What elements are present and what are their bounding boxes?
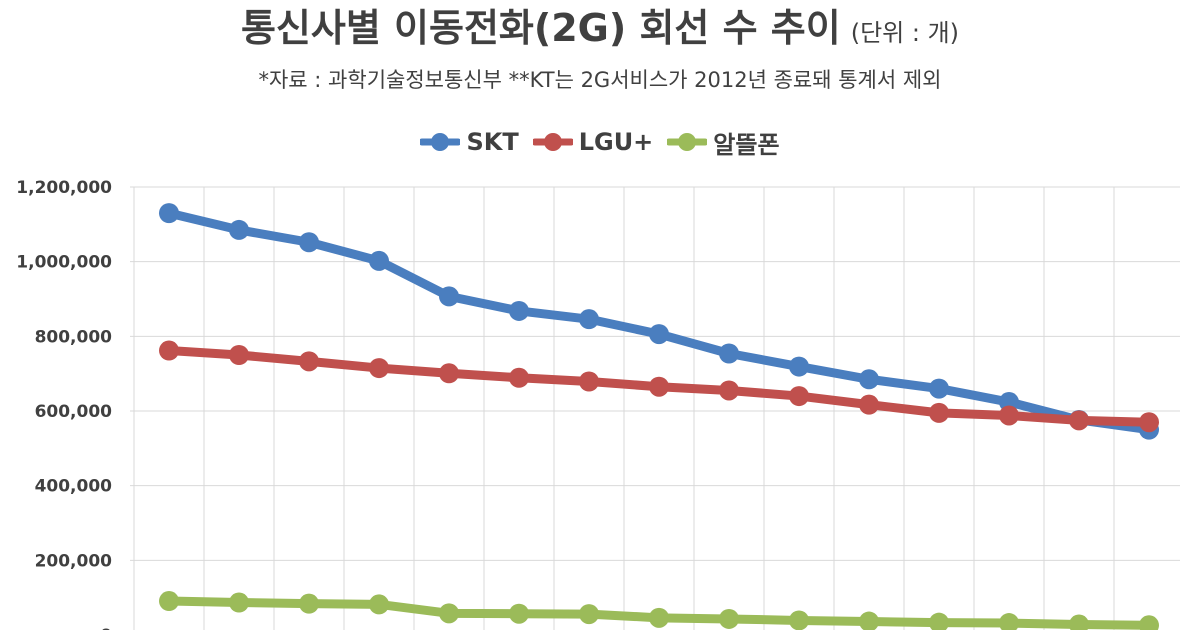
legend-marker-lgu bbox=[543, 133, 562, 151]
legend-item-mvno: 알뜰폰 bbox=[667, 125, 780, 160]
data-point-mvno bbox=[789, 610, 809, 630]
y-tick-label: 600,000 bbox=[35, 402, 113, 422]
data-point-lgu bbox=[159, 340, 179, 361]
data-point-lgu bbox=[1069, 410, 1089, 431]
data-point-skt bbox=[229, 219, 249, 240]
data-point-mvno bbox=[1069, 614, 1089, 630]
legend-swatch-skt bbox=[420, 133, 461, 151]
data-point-lgu bbox=[859, 394, 879, 415]
y-tick-label: 0 bbox=[100, 626, 112, 630]
data-point-skt bbox=[579, 309, 599, 330]
data-point-mvno bbox=[1139, 615, 1159, 630]
data-point-skt bbox=[159, 203, 179, 224]
data-point-mvno bbox=[299, 593, 319, 614]
legend-label-mvno: 알뜰폰 bbox=[713, 130, 780, 159]
data-point-lgu bbox=[369, 358, 389, 379]
legend-item-skt: SKT bbox=[420, 128, 519, 156]
data-point-lgu bbox=[649, 376, 669, 397]
chart-legend: SKT LGU+ 알뜰폰 bbox=[0, 120, 1200, 164]
data-point-mvno bbox=[509, 603, 529, 624]
data-point-lgu bbox=[299, 351, 319, 372]
data-point-mvno bbox=[859, 611, 879, 630]
unit-label: (단위 : 개) bbox=[850, 19, 960, 47]
data-point-mvno bbox=[999, 613, 1019, 630]
data-point-lgu bbox=[719, 380, 739, 401]
y-tick-label: 200,000 bbox=[35, 551, 113, 571]
data-point-lgu bbox=[579, 371, 599, 392]
legend-label-skt: SKT bbox=[466, 128, 519, 156]
y-tick-label: 800,000 bbox=[35, 327, 113, 347]
data-point-mvno bbox=[929, 612, 949, 630]
data-point-skt bbox=[789, 356, 809, 377]
data-point-mvno bbox=[369, 594, 389, 615]
data-point-skt bbox=[929, 378, 949, 399]
legend-marker-skt bbox=[431, 133, 450, 151]
data-point-skt bbox=[719, 343, 739, 364]
data-point-skt bbox=[859, 369, 879, 390]
data-point-lgu bbox=[439, 363, 459, 384]
legend-marker-mvno bbox=[678, 133, 697, 151]
data-point-skt bbox=[299, 232, 319, 253]
data-point-lgu bbox=[229, 345, 249, 365]
data-point-lgu bbox=[999, 405, 1019, 426]
data-point-lgu bbox=[789, 386, 809, 407]
chart-subtitle: *자료 : 과학기술정보통신부 **KT는 2G서비스가 2012년 종료돼 통… bbox=[258, 68, 942, 92]
data-point-lgu bbox=[929, 402, 949, 423]
legend-swatch-mvno bbox=[667, 133, 708, 151]
legend-item-lgu: LGU+ bbox=[532, 128, 654, 156]
data-point-skt bbox=[509, 300, 529, 321]
chart-header: 통신사별 이동전화(2G) 회선 수 추이 (단위 : 개) bbox=[0, 0, 1200, 56]
data-point-mvno bbox=[719, 608, 739, 629]
data-point-lgu bbox=[1139, 412, 1159, 433]
data-point-skt bbox=[369, 250, 389, 271]
data-point-mvno bbox=[229, 592, 249, 613]
data-point-mvno bbox=[439, 603, 459, 624]
data-point-mvno bbox=[649, 607, 669, 628]
data-point-skt bbox=[439, 286, 459, 307]
data-point-lgu bbox=[509, 367, 529, 388]
data-point-mvno bbox=[579, 604, 599, 625]
legend-swatch-lgu bbox=[532, 133, 573, 151]
data-point-skt bbox=[649, 324, 669, 345]
y-tick-label: 1,200,000 bbox=[16, 178, 112, 198]
chart-title: 통신사별 이동전화(2G) 회선 수 추이 bbox=[240, 6, 841, 50]
legend-label-lgu: LGU+ bbox=[578, 128, 654, 156]
y-tick-label: 400,000 bbox=[35, 477, 113, 497]
y-tick-label: 1,000,000 bbox=[16, 253, 112, 273]
data-point-mvno bbox=[159, 591, 179, 612]
